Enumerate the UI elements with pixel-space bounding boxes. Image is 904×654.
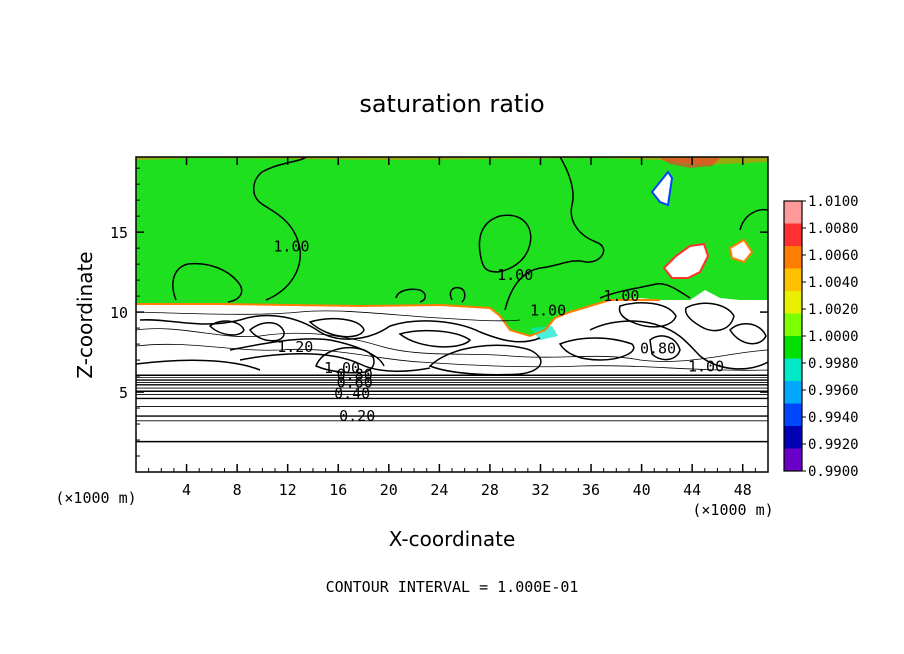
colorbar-swatch [784,268,802,292]
x-tick-label: 28 [481,481,499,499]
contour-label: 0.60 [337,373,373,391]
colorbar-label: 1.0080 [808,221,859,237]
colorbar-label: 1.0000 [808,329,859,345]
white-blob-right2 [728,238,754,264]
x-tick-label: 24 [430,481,448,499]
colorbar-label: 1.0040 [808,275,859,291]
colorbar-swatch [784,201,802,224]
colorbar-label: 1.0100 [808,194,859,210]
x-tick-label: 4 [182,481,191,499]
green-edge [136,299,660,338]
colorbar-swatch [784,336,802,359]
colorbar-swatch [784,448,802,472]
colorbar-label: 0.9900 [808,464,859,480]
saturated-region [136,157,768,336]
plot-area [136,157,768,472]
z-tick-label: 10 [110,304,128,322]
contour-label: 0.80 [640,340,676,358]
colorbar: 1.0100 1.0080 1.0060 1.0040 1.0020 1.0000 0.99… [783,194,859,480]
contour-label: 1.00 [497,266,533,284]
contour-lines-thin [136,310,768,371]
contour-label: 1.00 [603,287,639,305]
z-tick-label: 5 [119,384,128,402]
colorbar-label: 0.9940 [808,410,859,426]
x-tick-label: 20 [380,481,398,499]
white-blob-right [662,242,710,279]
x-unit-label: (×1000 m) [692,501,773,519]
hole-white [650,170,674,207]
colorbar-label: 1.0020 [808,302,859,318]
x-tick-label: 8 [233,481,242,499]
colorbar-swatch [784,246,802,269]
z-unit-label: (×1000 m) [55,489,136,507]
contour-label: 0.40 [334,384,370,402]
colorbar-swatch [784,358,802,382]
colorbar-swatch [784,291,802,314]
colorbar-swatch [784,403,802,427]
supersat-top-spot [660,158,720,168]
x-tick-label: 36 [582,481,600,499]
x-tick-label: 16 [329,481,347,499]
colorbar-swatch [784,381,802,404]
contour-label: 0.20 [339,407,375,425]
chart-title: saturation ratio [359,90,544,118]
contour-label: 1.00 [688,357,724,375]
colorbar-label: 0.9980 [808,356,859,372]
contour-interval-footer: CONTOUR INTERVAL = 1.000E-01 [326,578,579,596]
colorbar-swatch [784,426,802,449]
colorbar-swatch [784,313,802,337]
contour-label: 0.80 [337,365,373,383]
x-tick-label: 12 [279,481,297,499]
colorbar-label: 0.9960 [808,383,859,399]
x-tick-label: 40 [633,481,651,499]
horizontal-contours [136,374,768,443]
colorbar-label: 1.0060 [808,248,859,264]
contour-label: 1.00 [324,359,360,377]
cyan-patch [530,326,558,340]
x-axis: 4 8 12 16 20 24 28 32 36 40 44 48 [148,157,756,499]
x-tick-label: 32 [531,481,549,499]
contour-lines-cloud [136,302,768,376]
contour-lines-upper [172,157,768,311]
z-tick-label: 15 [110,224,128,242]
contour-label: 1.20 [277,338,313,356]
contour-label: 1.00 [530,301,566,319]
contour-labels: 1.001.001.001.001.201.000.800.600.400.20… [273,237,724,424]
z-axis-title: Z-coordinate [73,251,97,378]
colorbar-swatch [784,223,802,247]
x-tick-label: 44 [683,481,701,499]
colorbar-label: 0.9920 [808,437,859,453]
x-axis-title: X-coordinate [389,527,516,551]
x-tick-label: 48 [734,481,752,499]
z-axis: 5 10 15 [110,167,768,457]
contour-label: 1.00 [273,237,309,255]
